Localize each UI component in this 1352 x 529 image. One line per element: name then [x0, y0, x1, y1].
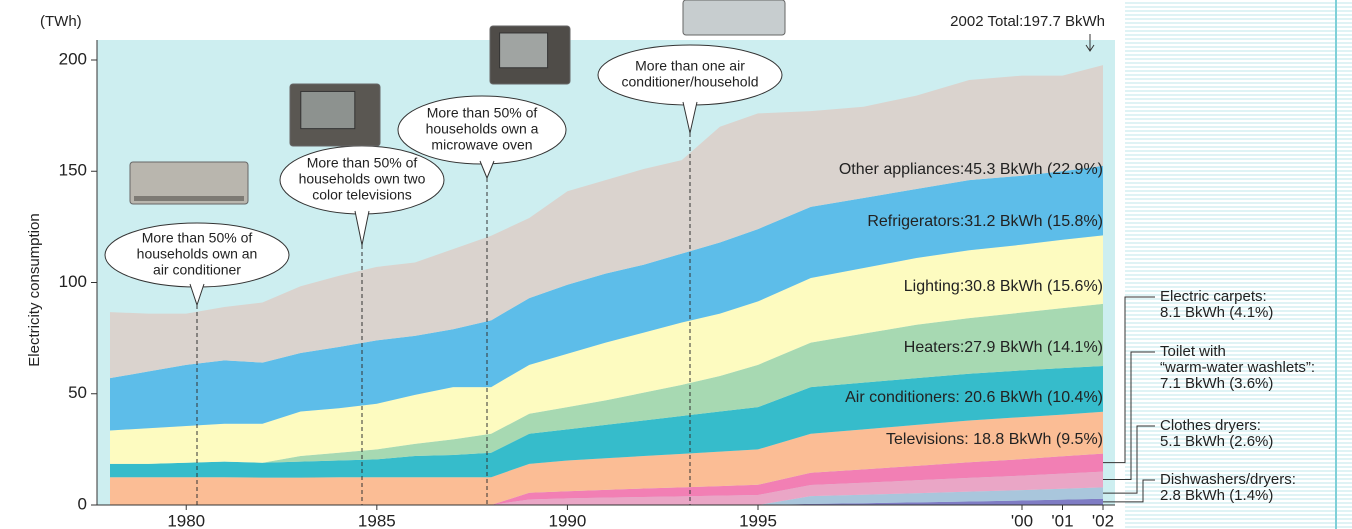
series-label: Refrigerators:31.2 BkWh (15.8%) — [867, 213, 1103, 230]
area — [110, 303, 1103, 464]
area — [110, 411, 1103, 505]
area — [110, 487, 1103, 505]
series-label: Electric carpets: — [1160, 288, 1267, 305]
x-tick-label: 1990 — [548, 511, 586, 529]
y-axis-title: Electricity consumption — [26, 213, 43, 366]
y-tick-label: 200 — [59, 49, 87, 68]
callout-tail — [354, 210, 370, 246]
total-note: 2002 Total:197.7 BkWh — [950, 13, 1105, 30]
area — [110, 365, 1103, 478]
callout-text: microwave oven — [431, 137, 532, 153]
x-tick-label: '01 — [1051, 511, 1073, 529]
series-label: 7.1 BkWh (3.6%) — [1160, 375, 1273, 392]
callout-text: air conditioner — [153, 262, 241, 278]
callout-text: More than 50% of — [307, 155, 418, 171]
series-label: 8.1 BkWh (4.1%) — [1160, 304, 1273, 321]
x-tick-label: 1980 — [167, 511, 205, 529]
area — [110, 498, 1103, 505]
air-conditioner-vent — [134, 196, 244, 201]
callout-text: More than one air — [635, 58, 745, 74]
callout-text: households own an — [137, 246, 258, 262]
series-label: Dishwashers/dryers: — [1160, 471, 1296, 488]
series-label: Clothes dryers: — [1160, 417, 1261, 434]
callout-text: conditioner/household — [622, 74, 759, 90]
callout-tail — [479, 160, 495, 180]
leader-line — [1103, 479, 1155, 503]
unit-label: (TWh) — [40, 13, 82, 30]
x-tick-label: 1995 — [739, 511, 777, 529]
series-label: 5.1 BkWh (2.6%) — [1160, 433, 1273, 450]
series-label: Other appliances:45.3 BkWh (22.9%) — [839, 161, 1103, 178]
area — [110, 65, 1103, 379]
area — [110, 235, 1103, 464]
callout-text: households own a — [426, 121, 539, 137]
callout-text: More than 50% of — [427, 105, 538, 121]
y-tick-label: 50 — [68, 383, 87, 402]
series-label: Heaters:27.9 BkWh (14.1%) — [904, 339, 1103, 356]
series-label: 2.8 BkWh (1.4%) — [1160, 487, 1273, 504]
leader-line — [1103, 425, 1155, 494]
x-tick-label: '00 — [1011, 511, 1033, 529]
series-label: Televisions: 18.8 BkWh (9.5%) — [886, 431, 1103, 448]
y-tick-label: 150 — [59, 161, 87, 180]
leader-line — [1103, 296, 1155, 464]
area — [110, 453, 1103, 505]
y-tick-label: 0 — [78, 494, 87, 513]
x-tick-label: '02 — [1092, 511, 1114, 529]
series-label: Lighting:30.8 BkWh (15.6%) — [904, 278, 1103, 295]
air-conditioner-icon — [682, 0, 786, 36]
microwave-icon-screen — [499, 32, 549, 69]
television-icon-screen — [300, 90, 356, 130]
area — [110, 165, 1103, 431]
y-tick-label: 100 — [59, 272, 87, 291]
series-label: Air conditioners: 20.6 BkWh (10.4%) — [845, 389, 1103, 406]
series-label: “warm-water washlets”: — [1160, 359, 1315, 376]
series-label: Toilet with — [1160, 343, 1226, 360]
callout-text: More than 50% of — [142, 230, 253, 246]
x-tick-label: 1985 — [358, 511, 396, 529]
area — [110, 471, 1103, 505]
callout-tail — [189, 283, 205, 307]
leader-line — [1103, 351, 1155, 481]
air-conditioner-icon — [129, 161, 249, 205]
callout-tail — [682, 101, 698, 134]
callout-text: households own two — [299, 171, 426, 187]
callout-text: color televisions — [312, 187, 412, 203]
total-arrow — [1085, 34, 1095, 52]
